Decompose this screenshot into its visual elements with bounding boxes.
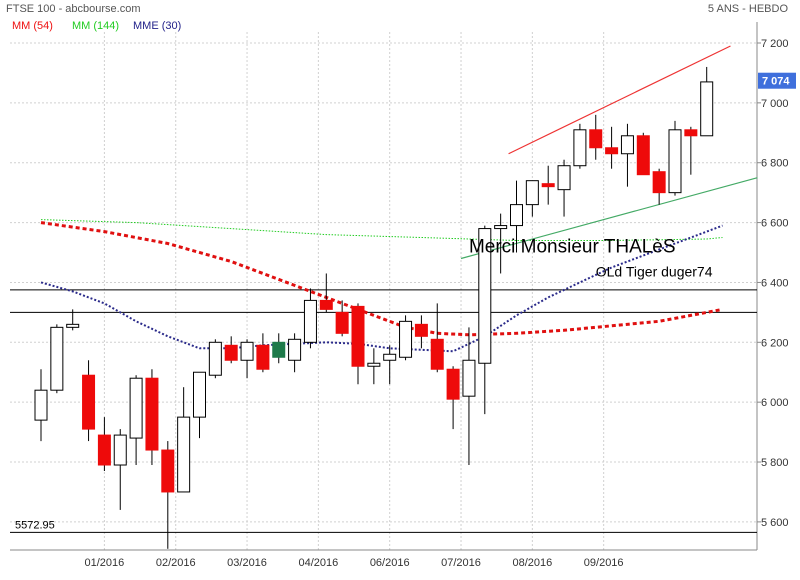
- y-tick-label: 6 200: [761, 337, 789, 349]
- candle-body: [319, 299, 333, 310]
- candle-body: [462, 359, 476, 397]
- x-tick-label: 08/2016: [512, 557, 552, 569]
- x-tick-label: 07/2016: [441, 557, 481, 569]
- y-tick-label: 7 200: [761, 38, 789, 50]
- candle-body: [145, 377, 159, 451]
- legend-mme30: MME (30): [133, 20, 182, 32]
- annotation-thales: Merci Monsieur THALèS: [469, 237, 676, 258]
- x-tick-label: 03/2016: [227, 557, 267, 569]
- candle-body: [525, 180, 539, 206]
- candle-body: [161, 449, 175, 493]
- candle-body: [414, 323, 428, 337]
- candle-body: [351, 305, 365, 367]
- candle-body: [97, 434, 111, 466]
- candle-body: [700, 81, 714, 137]
- candle-body: [82, 374, 96, 430]
- candle-body: [541, 183, 555, 188]
- candle-body: [510, 204, 523, 227]
- candle-body: [193, 371, 206, 418]
- candle-body: [636, 135, 650, 176]
- candle-body: [620, 135, 634, 155]
- legend-mm144: MM (144): [72, 20, 120, 32]
- trendline: [460, 177, 758, 260]
- candle-body: [589, 129, 603, 149]
- candle-body: [66, 323, 80, 328]
- last-price-tag: [758, 72, 796, 89]
- candle-body: [177, 416, 191, 493]
- candle-body: [208, 341, 222, 376]
- candle-body: [478, 228, 492, 364]
- candle-body: [573, 129, 587, 167]
- candle-body: [652, 171, 666, 194]
- trendline: [508, 45, 731, 155]
- candle-body: [605, 147, 619, 155]
- legend-mm54: MM (54): [12, 20, 53, 32]
- candle-body: [494, 225, 508, 230]
- period-label: 5 ANS - HEBDO: [707, 3, 788, 15]
- candle-body: [129, 377, 143, 439]
- y-tick-label: 5 800: [761, 457, 789, 469]
- candle-body: [288, 338, 302, 361]
- y-tick-label: 6 800: [761, 158, 789, 170]
- y-tick-label: 5 600: [761, 517, 789, 529]
- x-tick-label: 02/2016: [156, 557, 196, 569]
- candle-body: [34, 389, 48, 421]
- candle-body: [668, 129, 682, 194]
- mm144-line: [40, 219, 723, 241]
- candle-body: [240, 341, 254, 361]
- annotation-tiger: OLd Tiger duger74: [596, 263, 713, 279]
- chart-title: FTSE 100 - abcbourse.com: [6, 3, 141, 15]
- candle-body: [335, 311, 349, 334]
- x-tick-label: 01/2016: [85, 557, 125, 569]
- candle-body: [557, 165, 571, 191]
- x-tick-label: 09/2016: [584, 557, 624, 569]
- x-tick-label: 04/2016: [298, 557, 338, 569]
- candle-body: [367, 362, 381, 367]
- x-tick-label: 06/2016: [370, 557, 410, 569]
- support-level-label: 5572.95: [15, 519, 55, 531]
- candle-body: [224, 344, 238, 361]
- y-tick-label: 6 400: [761, 277, 789, 289]
- candle-body: [383, 353, 397, 361]
- y-tick-label: 7 000: [761, 98, 789, 110]
- candle-body: [50, 326, 64, 391]
- candle-body: [399, 320, 413, 358]
- candle-body: [113, 434, 127, 466]
- y-tick-label: 6 600: [761, 218, 789, 230]
- y-tick-label: 6 000: [761, 397, 789, 409]
- mme30-line: [40, 224, 723, 353]
- candle-body: [303, 299, 317, 343]
- candle-body: [272, 341, 286, 358]
- last-price-label: 7 074: [762, 76, 790, 88]
- candle-body: [446, 368, 460, 400]
- candle-body: [430, 338, 444, 370]
- mm54-line: [40, 221, 723, 337]
- candle-body: [684, 129, 698, 137]
- candle-body: [256, 344, 270, 370]
